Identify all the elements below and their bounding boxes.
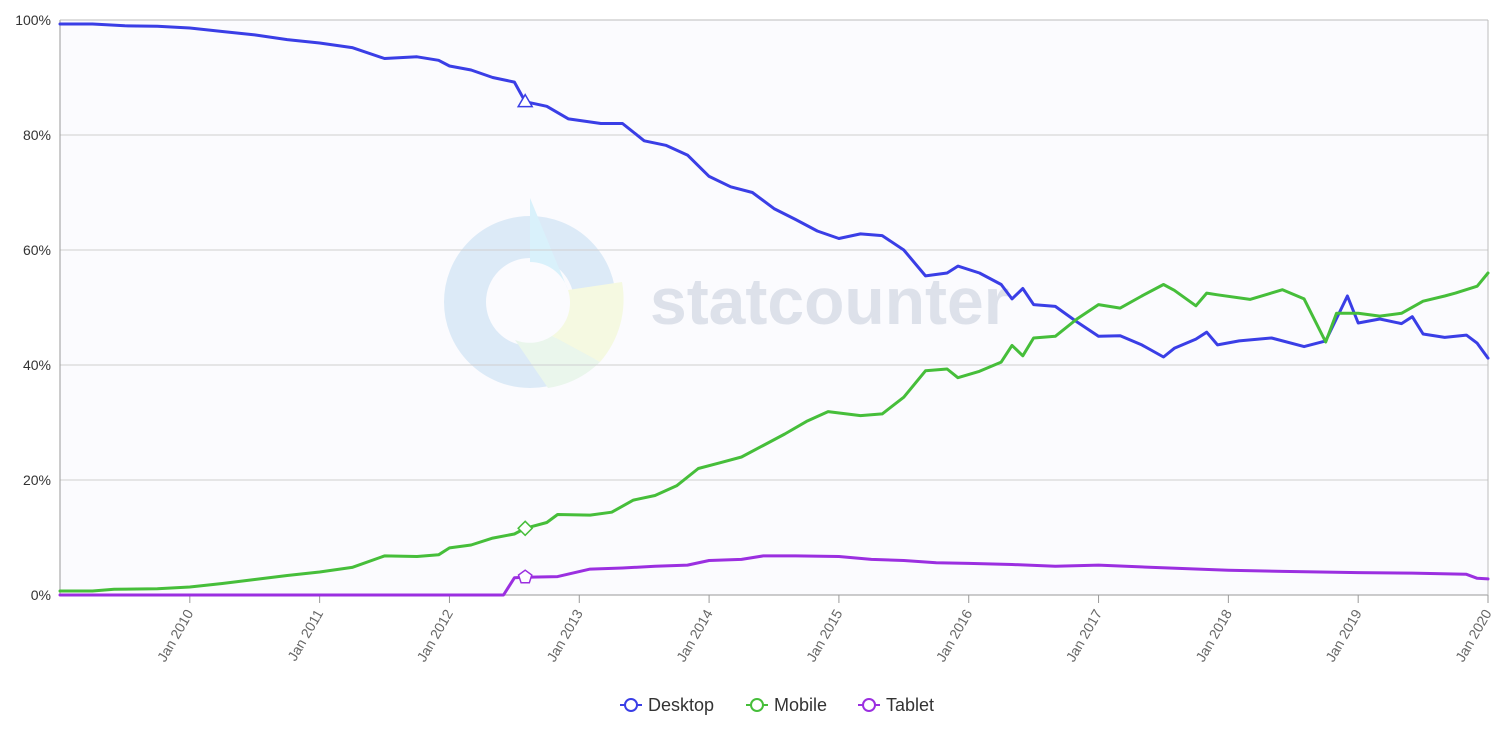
series-marker-mobile	[517, 520, 534, 537]
legend: Desktop Mobile Tablet	[620, 695, 934, 715]
x-tick-label: Jan 2014	[673, 606, 716, 664]
legend-circle-icon	[862, 698, 876, 712]
series-line-tablet	[58, 554, 1490, 597]
x-tick-label: Jan 2019	[1322, 606, 1365, 664]
watermark-logo-segment-yellow	[552, 282, 624, 362]
x-tick-label: Jan 2018	[1192, 606, 1235, 664]
x-tick-label: Jan 2017	[1062, 606, 1105, 664]
legend-item-tablet[interactable]: Tablet	[858, 695, 934, 715]
x-tick-label: Jan 2020	[1452, 606, 1495, 664]
series-line-desktop	[58, 22, 1490, 360]
y-axis: 0% 20% 40% 60% 80% 100%	[15, 12, 51, 603]
statcounter-watermark: statcounter	[444, 198, 1009, 388]
watermark-text: statcounter	[650, 264, 1009, 338]
y-tick-label: 80%	[23, 127, 51, 143]
y-tick-label: 20%	[23, 472, 51, 488]
legend-label: Desktop	[648, 695, 714, 715]
series-marker-tablet	[517, 569, 533, 584]
legend-item-desktop[interactable]: Desktop	[620, 695, 714, 715]
y-tick-label: 40%	[23, 357, 51, 373]
x-tick-label: Jan 2016	[933, 606, 976, 664]
series-markers	[516, 93, 534, 584]
watermark-logo-segment-blue	[530, 198, 568, 290]
legend-circle-icon	[750, 698, 764, 712]
legend-circle-icon	[624, 698, 638, 712]
series-layer	[58, 22, 1490, 597]
x-tick-label: Jan 2012	[413, 606, 456, 664]
series-marker-desktop	[516, 93, 534, 108]
x-axis: Jan 2010 Jan 2011 Jan 2012 Jan 2013 Jan 2014…	[154, 595, 1495, 664]
plot-background	[60, 20, 1488, 595]
legend-item-mobile[interactable]: Mobile	[746, 695, 827, 715]
y-tick-label: 100%	[15, 12, 51, 28]
y-tick-label: 60%	[23, 242, 51, 258]
x-tick-label: Jan 2013	[543, 606, 586, 664]
legend-label: Mobile	[774, 695, 827, 715]
watermark-logo-hole	[501, 273, 559, 331]
watermark-logo-segment-green	[515, 336, 600, 388]
series-line-mobile	[58, 271, 1490, 593]
legend-label: Tablet	[886, 695, 934, 715]
y-tick-label: 0%	[31, 587, 51, 603]
x-tick-label: Jan 2011	[284, 606, 326, 663]
x-tick-label: Jan 2015	[803, 606, 846, 664]
x-tick-label: Jan 2010	[154, 606, 197, 664]
